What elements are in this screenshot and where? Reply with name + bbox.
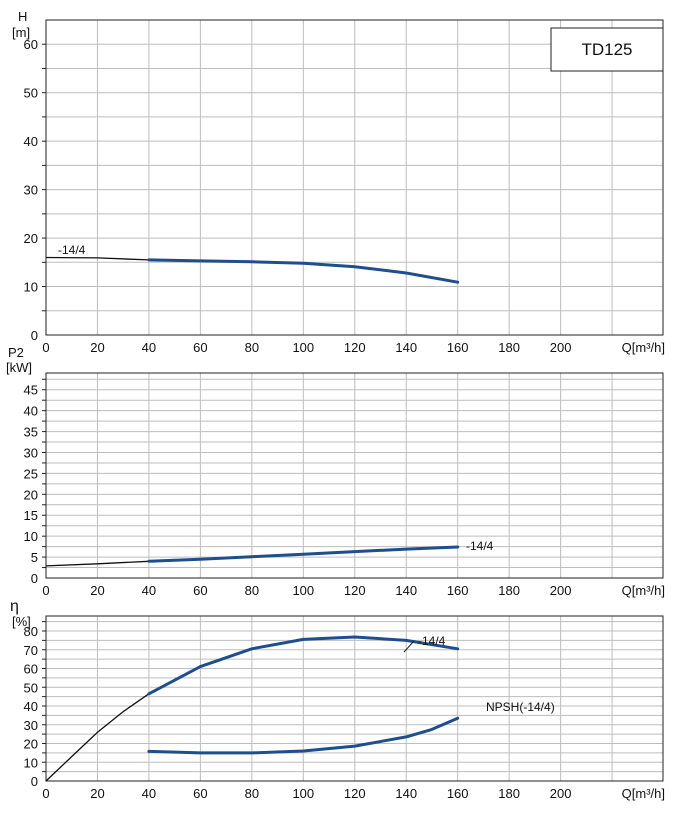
x-tick-label: 0 [42,786,49,801]
x-tick-label: 100 [292,340,314,355]
x-tick-label: 20 [90,340,104,355]
x-tick-label: 160 [447,583,469,598]
x-tick-label: 80 [245,583,259,598]
y-tick-label: 15 [24,508,38,523]
x-axis-label: Q[m³/h] [622,583,665,598]
x-tick-label: 140 [395,786,417,801]
series-line [147,716,460,755]
y-tick-label: 5 [31,550,38,565]
plot-frame [45,615,664,782]
y-axis-unit: [kW] [6,360,32,375]
x-tick-label: 60 [193,340,207,355]
y-tick-label: 70 [24,643,38,658]
x-tick-label: 140 [395,340,417,355]
x-tick-label: 20 [90,786,104,801]
x-tick-label: 200 [550,583,572,598]
y-tick-label: 45 [24,383,38,398]
x-tick-label: 180 [498,786,520,801]
x-tick-label: 120 [344,786,366,801]
y-tick-label: 60 [24,662,38,677]
x-tick-label: 40 [142,340,156,355]
series-label: -14/4 [418,634,446,648]
x-tick-label: 140 [395,583,417,598]
model-label: TD125 [581,40,632,59]
series-label: NPSH(-14/4) [486,700,555,714]
x-tick-label: 120 [344,583,366,598]
x-tick-label: 200 [550,786,572,801]
y-tick-label: 10 [24,529,38,544]
series-extrapolated-line [45,256,149,261]
y-tick-label: 50 [24,680,38,695]
y-tick-label: 0 [31,774,38,789]
x-tick-label: 60 [193,786,207,801]
y-tick-label: 40 [24,699,38,714]
y-tick-label: 35 [24,425,38,440]
y-tick-label: 0 [31,328,38,343]
series-extrapolated-line [45,693,150,782]
x-tick-label: 0 [42,340,49,355]
y-axis-label: P2 [8,345,24,360]
y-tick-label: 20 [24,487,38,502]
x-tick-label: 180 [498,340,520,355]
x-axis-label: Q[m³/h] [622,340,665,355]
y-tick-label: 30 [24,718,38,733]
y-tick-label: 30 [24,183,38,198]
series-extrapolated-line [45,560,149,567]
y-axis-label: η [10,598,19,615]
model-label-frame [550,27,664,72]
plot-frame [45,372,664,579]
y-tick-label: 60 [24,37,38,52]
series-label: -14/4 [466,539,494,553]
y-tick-label: 50 [24,86,38,101]
x-tick-label: 100 [292,583,314,598]
x-tick-label: 40 [142,786,156,801]
y-tick-label: 20 [24,231,38,246]
x-tick-label: 100 [292,786,314,801]
x-tick-label: 0 [42,583,49,598]
y-tick-label: 30 [24,445,38,460]
y-tick-label: 20 [24,737,38,752]
y-axis-unit: [m] [12,25,30,40]
y-axis-unit: [%] [12,614,31,629]
x-tick-label: 200 [550,340,572,355]
y-tick-label: 40 [24,404,38,419]
x-axis-label: Q[m³/h] [622,786,665,801]
y-tick-label: 80 [24,624,38,639]
series-label: -14/4 [58,243,86,257]
annotation-leader [403,640,415,653]
x-tick-label: 160 [447,340,469,355]
plot-frame [45,19,664,336]
panel-3: 0 10 20 30 40 50 60 70 80 0 20 40 60 80 100 120 140 160 18… [10,598,665,801]
x-tick-label: 80 [245,786,259,801]
y-tick-label: 10 [24,280,38,295]
panel-2: 0 5 10 15 20 25 30 35 40 45 0 20 40 60 80 100 120 140 160 1… [6,345,665,598]
y-tick-label: 25 [24,466,38,481]
x-tick-label: 120 [344,340,366,355]
x-tick-label: 60 [193,583,207,598]
x-tick-label: 40 [142,583,156,598]
series-line [147,258,460,284]
x-tick-label: 20 [90,583,104,598]
model-label-box: TD125 [550,27,664,72]
series-line [147,635,460,696]
y-tick-label: 40 [24,134,38,149]
y-tick-label: 10 [24,755,38,770]
x-tick-label: 80 [245,340,259,355]
x-tick-label: 160 [447,786,469,801]
x-tick-label: 180 [498,583,520,598]
series-line [147,545,460,563]
y-tick-label: 0 [31,571,38,586]
y-axis-label: H [18,9,27,24]
